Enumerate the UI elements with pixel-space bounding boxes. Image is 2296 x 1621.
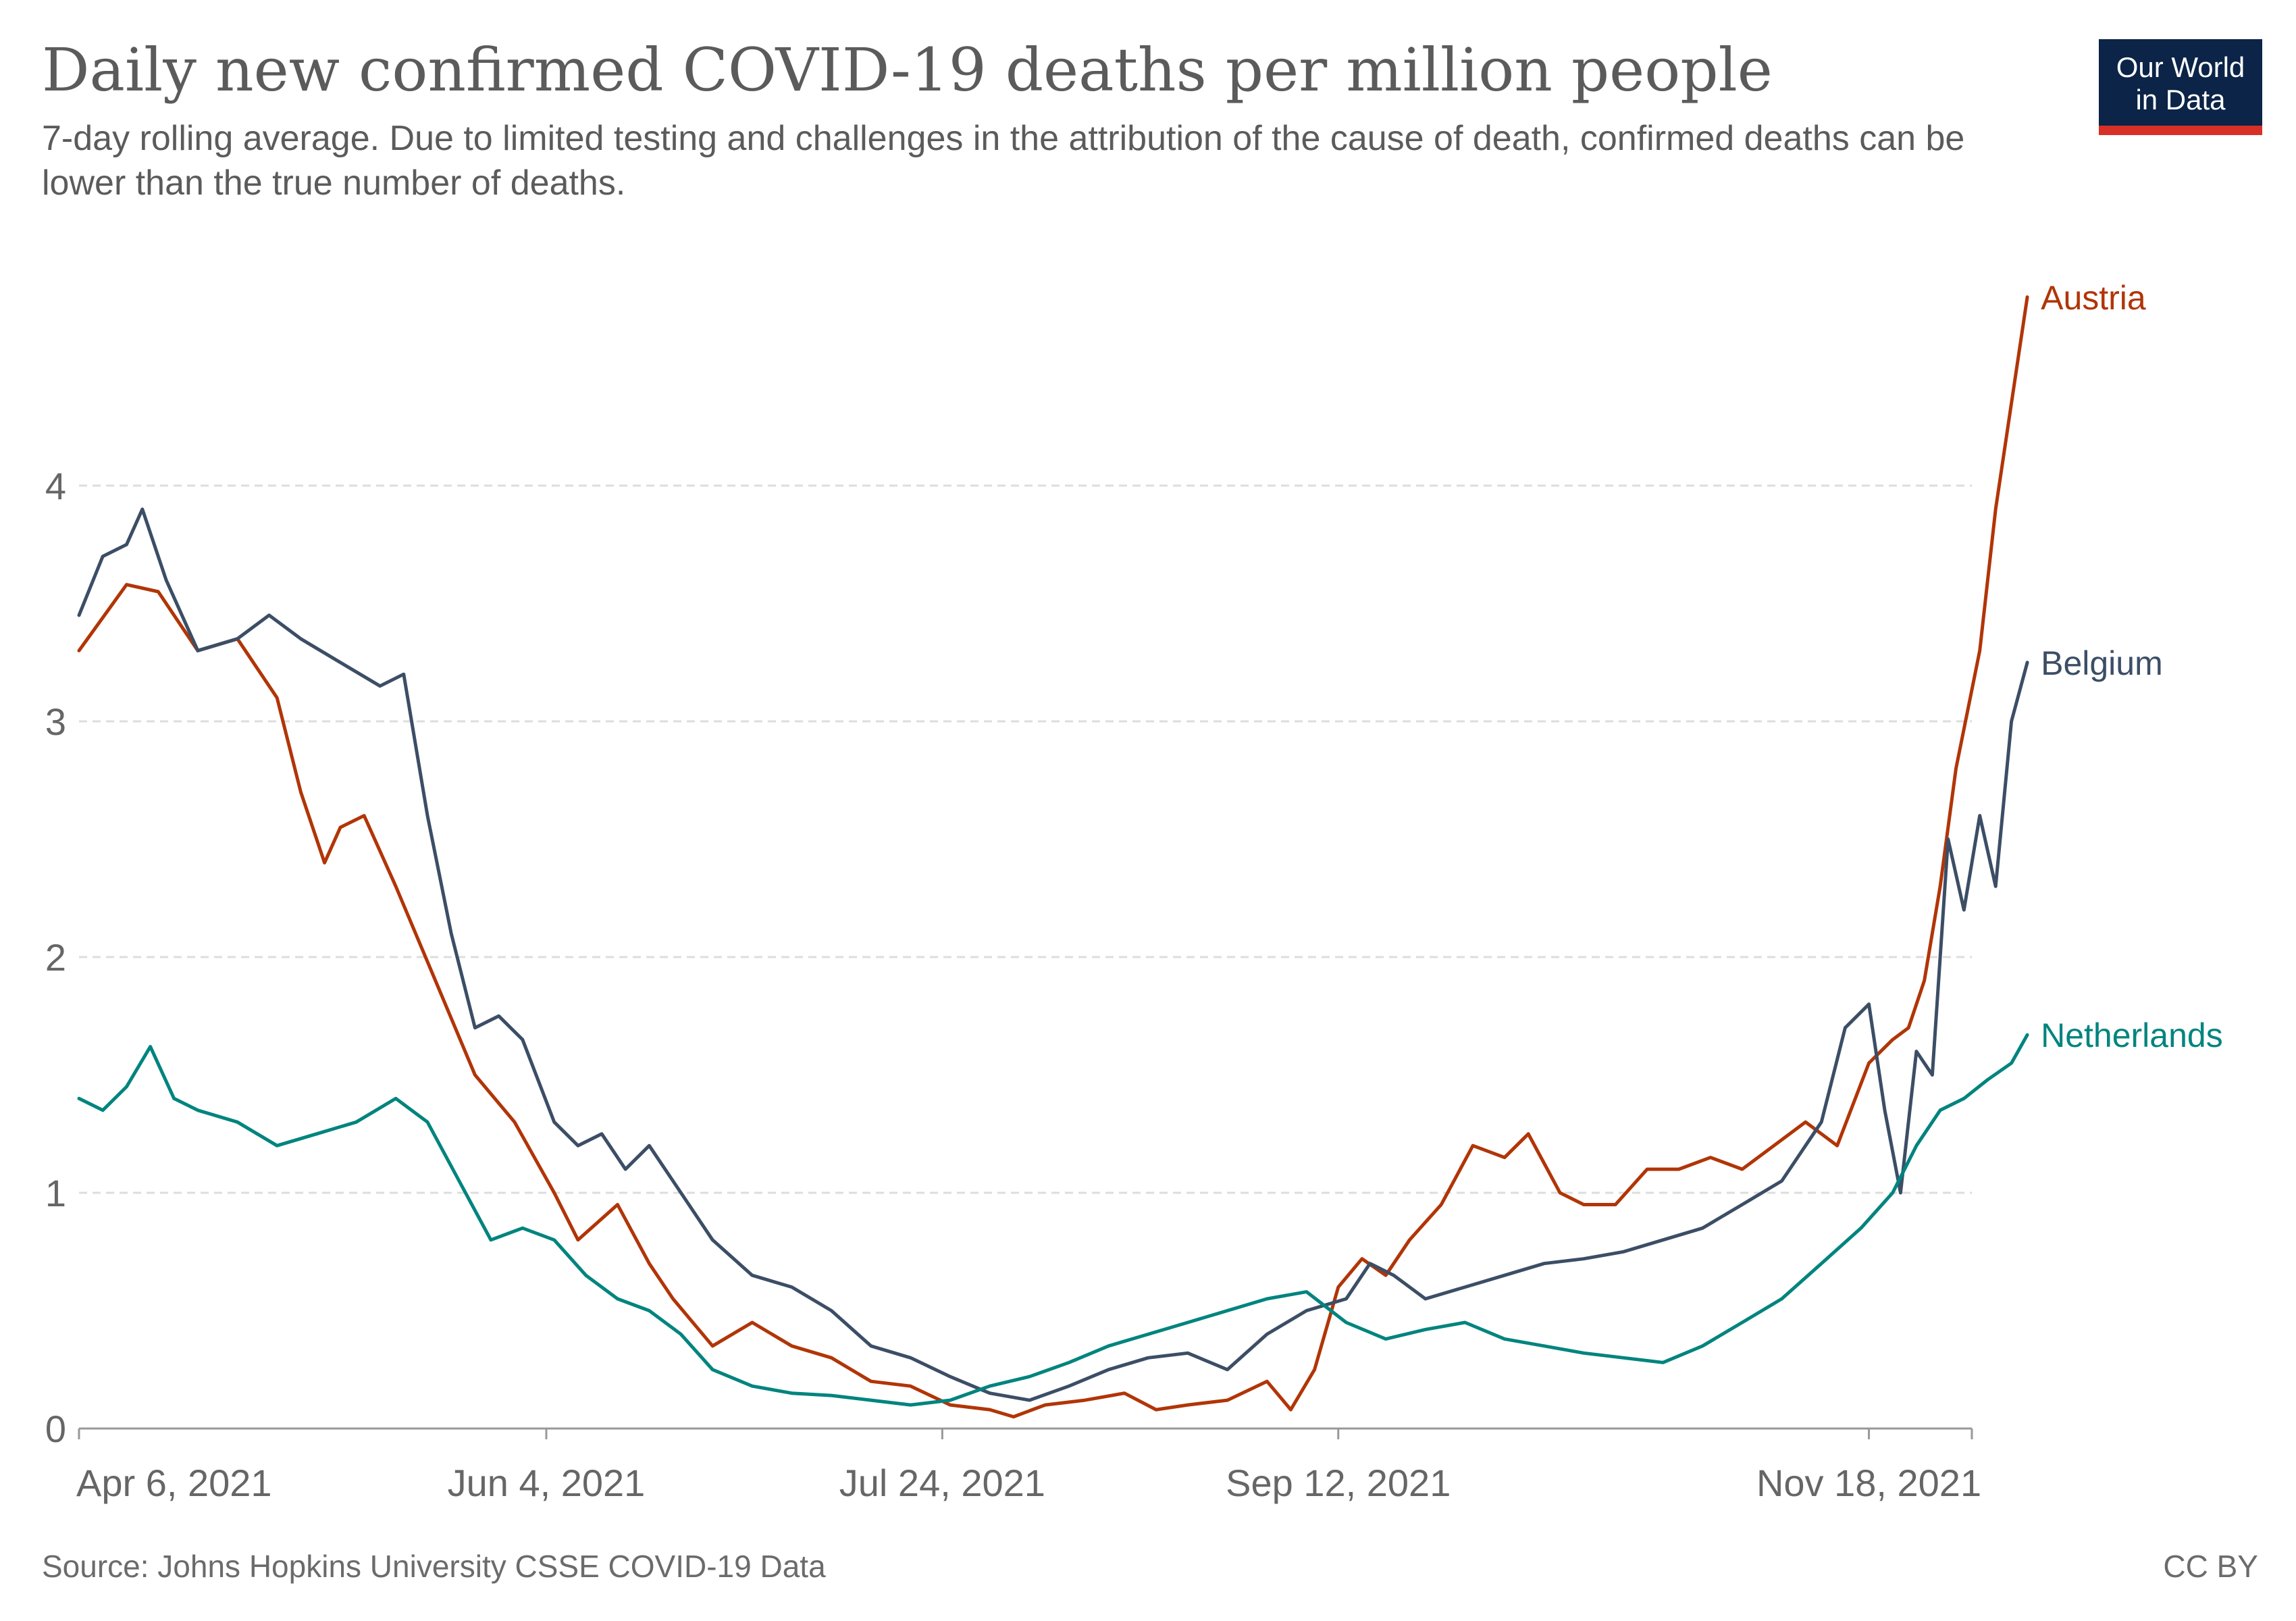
y-tick-label: 2 — [45, 936, 66, 979]
chart-title: Daily new confirmed COVID-19 deaths per … — [42, 35, 1773, 105]
x-axis: Apr 6, 2021 Jun 4, 2021 Jul 24, 2021 Sep 12… — [76, 1427, 1981, 1504]
logo-line-1: Our World — [2116, 51, 2245, 83]
y-axis: 0 1 2 3 4 — [45, 465, 66, 1450]
y-tick-label: 0 — [45, 1408, 66, 1450]
logo-accent-bar — [2099, 126, 2262, 135]
series-labels: Austria Belgium Netherlands — [2041, 279, 2223, 1054]
owid-logo[interactable]: Our World in Data — [2099, 39, 2262, 135]
series-line-netherlands[interactable] — [77, 1033, 2029, 1407]
grid-lines — [79, 484, 1972, 1194]
x-tick-label: Jul 24, 2021 — [839, 1462, 1045, 1504]
series-lines — [77, 295, 2029, 1419]
x-tick-label: Jun 4, 2021 — [448, 1462, 646, 1504]
y-tick-label: 3 — [45, 700, 66, 743]
source-note[interactable]: Source: Johns Hopkins University CSSE CO… — [42, 1549, 826, 1584]
logo-line-2: in Data — [2135, 84, 2226, 115]
license-link[interactable]: CC BY — [2163, 1549, 2258, 1584]
series-label-austria[interactable]: Austria — [2041, 279, 2146, 317]
series-line-austria[interactable] — [77, 295, 2029, 1419]
chart-subtitle: 7-day rolling average. Due to limited te… — [42, 119, 1965, 203]
x-tick-label: Sep 12, 2021 — [1226, 1462, 1451, 1504]
y-tick-label: 1 — [45, 1172, 66, 1214]
x-tick-label: Apr 6, 2021 — [76, 1462, 272, 1504]
series-label-netherlands[interactable]: Netherlands — [2041, 1017, 2223, 1054]
series-label-belgium[interactable]: Belgium — [2041, 644, 2163, 682]
series-line-belgium[interactable] — [77, 507, 2029, 1402]
y-tick-label: 4 — [45, 465, 66, 507]
x-tick-label: Nov 18, 2021 — [1756, 1462, 1981, 1504]
